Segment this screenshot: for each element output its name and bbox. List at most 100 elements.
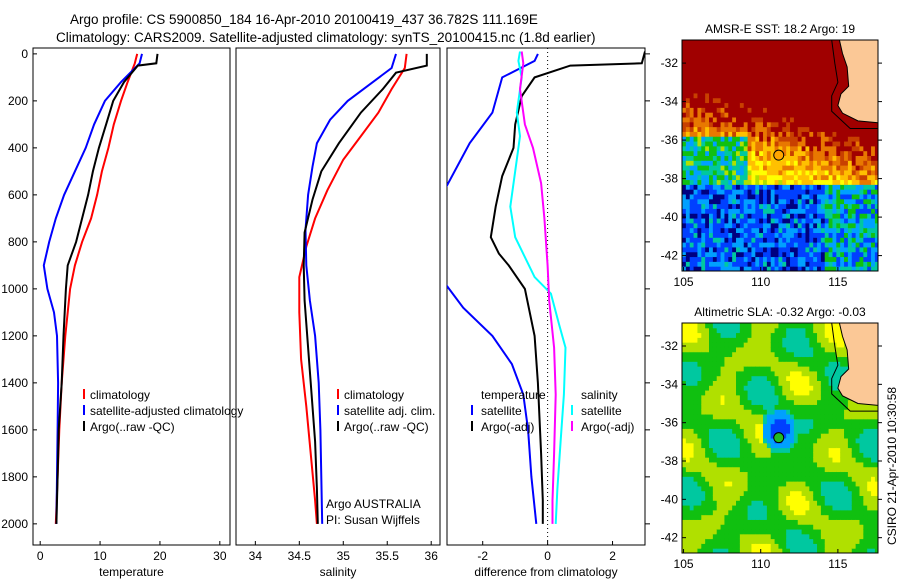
map-cell — [809, 126, 814, 132]
map-cell — [736, 548, 741, 553]
map-cell — [689, 524, 695, 530]
map-cell — [712, 361, 718, 367]
map-cell — [786, 251, 791, 258]
map-cell — [813, 380, 818, 386]
map-cell — [728, 394, 733, 401]
map-cell — [809, 452, 814, 458]
map-cell — [867, 495, 872, 501]
map-cell — [755, 160, 760, 166]
map-cell — [689, 126, 695, 132]
map-cell — [797, 323, 803, 329]
map-cell — [728, 83, 733, 89]
map-cell — [832, 49, 837, 55]
y-tick-label: 1800 — [1, 470, 28, 484]
map-cell — [716, 399, 722, 405]
map-cell — [855, 433, 860, 439]
map-cell — [709, 136, 714, 142]
map-cell — [820, 375, 826, 381]
map-cell — [797, 131, 803, 137]
map-cell — [685, 155, 691, 161]
map-cell — [751, 222, 756, 229]
map-cell — [724, 242, 729, 248]
map-cell — [797, 342, 803, 348]
legend-label: climatology — [344, 388, 404, 402]
map-cell — [778, 92, 783, 99]
map-cell — [693, 495, 698, 501]
map-cell — [705, 184, 710, 190]
map-cell — [793, 323, 799, 329]
map-cell — [732, 208, 737, 214]
map-cell — [801, 471, 806, 477]
map-cell — [751, 509, 756, 516]
map-cell — [751, 227, 756, 233]
map-cell — [809, 332, 814, 338]
map-cell — [774, 366, 779, 372]
map-cell — [770, 337, 776, 343]
map-cell — [832, 160, 837, 166]
map-cell — [847, 548, 853, 553]
map-cell — [689, 500, 695, 506]
map-cell — [736, 361, 741, 367]
map-cell — [728, 495, 733, 501]
map-cell — [832, 505, 837, 511]
map-cell — [693, 332, 698, 338]
map-cell — [801, 529, 806, 535]
map-cell — [836, 414, 841, 420]
map-cell — [778, 533, 783, 540]
map-cell — [840, 155, 845, 161]
map-cell — [855, 145, 860, 152]
map-cell — [782, 165, 787, 171]
map-cell — [871, 428, 876, 434]
map-cell — [709, 370, 714, 377]
map-cell — [805, 194, 810, 200]
map-cell — [728, 332, 733, 338]
map-cell — [824, 246, 830, 253]
map-cell — [732, 428, 737, 434]
map-cell — [709, 102, 714, 108]
map-cell — [766, 342, 772, 348]
map-cell — [867, 423, 872, 429]
map-cell — [859, 500, 864, 506]
map-cell — [836, 509, 841, 516]
map-cell — [732, 529, 737, 535]
map-cell — [763, 97, 768, 104]
map-cell — [739, 332, 745, 338]
map-cell — [747, 471, 752, 477]
map-cell — [805, 208, 810, 214]
map-cell — [747, 97, 752, 104]
map-cell — [736, 107, 741, 113]
map-cell — [809, 232, 814, 238]
map-cell — [763, 380, 768, 386]
map-cell — [685, 509, 691, 516]
map-cell — [778, 227, 783, 233]
map-cell — [824, 461, 830, 468]
map-cell — [782, 452, 787, 458]
map-cell — [840, 505, 845, 511]
map-cell — [817, 327, 822, 334]
map-cell — [828, 346, 833, 353]
map-cell — [805, 117, 810, 123]
map-cell — [793, 44, 799, 51]
map-cell — [759, 447, 764, 453]
map-cell — [732, 40, 737, 46]
map-cell — [797, 548, 803, 553]
map-cell — [828, 189, 833, 195]
map-cell — [697, 242, 702, 248]
map-cell — [763, 514, 768, 520]
map-cell — [820, 64, 826, 70]
map-cell — [751, 88, 756, 94]
map-cell — [701, 461, 706, 468]
map-cell — [693, 370, 698, 377]
map-cell — [705, 428, 710, 434]
map-cell — [805, 323, 810, 329]
map-cell — [770, 44, 776, 51]
map-cell — [863, 519, 868, 525]
map-cell — [874, 150, 878, 156]
map-cell — [824, 428, 830, 434]
map-cell — [820, 150, 826, 156]
x-tick-label: 105 — [674, 275, 694, 289]
map-cell — [724, 112, 729, 118]
map-cell — [844, 461, 849, 468]
map-cell — [755, 327, 760, 334]
map-cell — [793, 83, 799, 89]
